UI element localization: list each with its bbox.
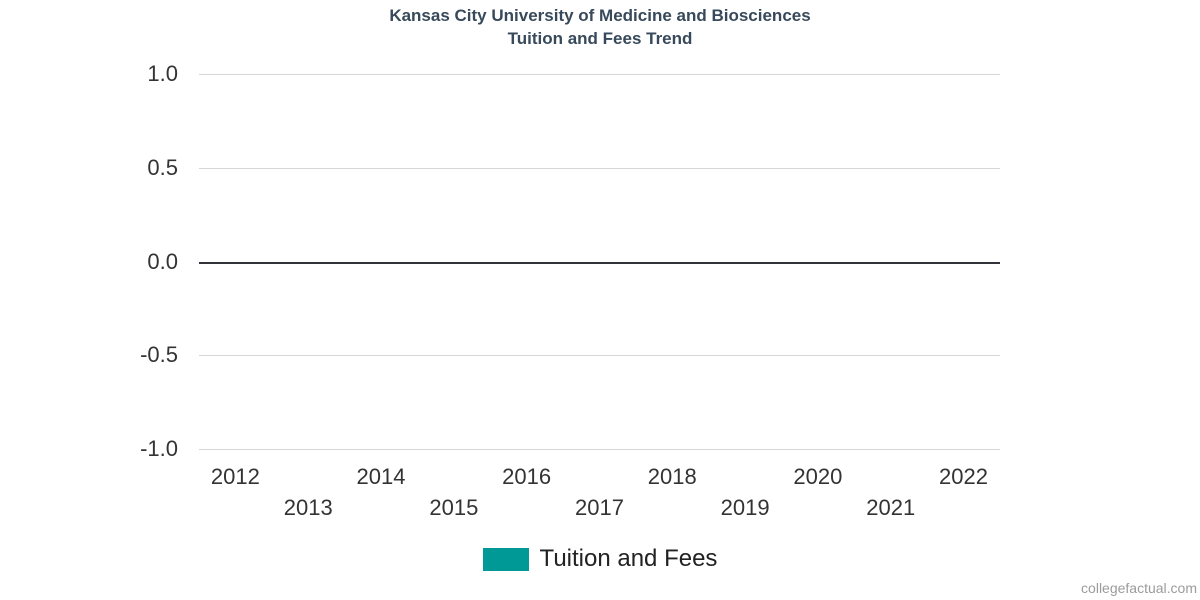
x-tick-label: 2013	[283, 495, 333, 520]
x-axis: 2012 2013 2014 2015 2016 2017 2018 2019 2020 2021…	[199, 464, 1000, 534]
legend-swatch-icon	[482, 547, 529, 571]
x-tick-label: 2020	[793, 464, 843, 489]
legend-item-tuition-and-fees[interactable]: Tuition and Fees	[482, 545, 718, 573]
chart-title-line1: Kansas City University of Medicine and B…	[389, 6, 811, 25]
x-tick-label: 2012	[210, 464, 260, 489]
x-tick-label: 2016	[502, 464, 552, 489]
x-tick-label: 2019	[720, 495, 770, 520]
plot-area	[199, 74, 1000, 450]
chart-title-line2: Tuition and Fees Trend	[507, 29, 693, 48]
y-axis: 1.0 0.5 0.0 -0.5 -1.0	[0, 61, 178, 461]
y-tick-label: -0.5	[140, 342, 178, 368]
gridline	[199, 449, 1000, 450]
watermark-link[interactable]: collegefactual.com	[1081, 580, 1197, 596]
x-tick-label: 2018	[647, 464, 697, 489]
legend: Tuition and Fees	[0, 545, 1200, 573]
x-tick-label: 2014	[356, 464, 406, 489]
y-tick-label: 1.0	[147, 61, 178, 86]
chart-title: Kansas City University of Medicine and B…	[0, 4, 1200, 50]
x-tick-label: 2022	[939, 464, 988, 489]
x-tick-label: 2015	[429, 495, 479, 520]
legend-label: Tuition and Fees	[539, 545, 718, 572]
gridline	[199, 74, 1000, 75]
x-tick-label: 2021	[866, 495, 916, 520]
zero-gridline	[199, 261, 1000, 264]
y-tick-label: -1.0	[140, 436, 178, 461]
gridline	[199, 167, 1000, 169]
y-tick-label: 0.5	[147, 154, 178, 180]
x-tick-label: 2017	[574, 495, 624, 520]
gridline	[199, 355, 1000, 357]
y-tick-label: 0.0	[147, 248, 178, 274]
